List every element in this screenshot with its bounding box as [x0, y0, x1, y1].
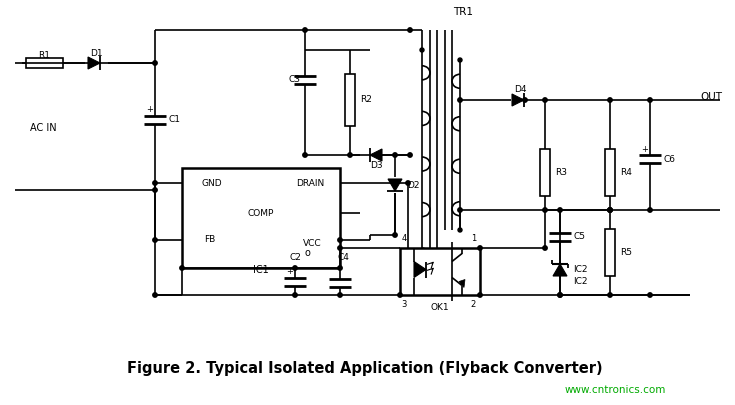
Circle shape — [558, 208, 562, 212]
Circle shape — [392, 233, 397, 237]
Text: R1: R1 — [38, 51, 51, 60]
Circle shape — [180, 266, 184, 270]
Circle shape — [408, 28, 412, 32]
Text: +: + — [287, 267, 293, 276]
Circle shape — [406, 181, 410, 185]
Circle shape — [392, 153, 397, 157]
Bar — [345, 74, 355, 126]
Text: IC2: IC2 — [573, 266, 587, 275]
Text: TR1: TR1 — [453, 7, 473, 17]
Text: 2: 2 — [470, 300, 476, 309]
Polygon shape — [88, 57, 100, 69]
Circle shape — [523, 98, 527, 102]
Circle shape — [348, 153, 352, 157]
Text: R2: R2 — [360, 96, 372, 104]
Circle shape — [543, 98, 547, 102]
Bar — [182, 168, 340, 268]
Circle shape — [303, 28, 307, 32]
Bar — [26, 58, 63, 68]
Text: www.cntronics.com: www.cntronics.com — [564, 385, 666, 395]
Circle shape — [458, 208, 462, 212]
Text: OK1: OK1 — [431, 303, 449, 312]
Text: OUT: OUT — [700, 92, 722, 102]
Circle shape — [478, 246, 482, 250]
Text: AC IN: AC IN — [30, 123, 57, 133]
Text: R4: R4 — [620, 168, 632, 177]
Polygon shape — [512, 94, 524, 106]
Text: 4: 4 — [401, 234, 406, 243]
Text: +: + — [146, 105, 154, 115]
Circle shape — [608, 208, 612, 212]
Text: +: + — [642, 145, 648, 153]
Circle shape — [420, 48, 424, 52]
Text: 1: 1 — [470, 234, 476, 243]
Text: D2: D2 — [407, 181, 420, 190]
Circle shape — [608, 208, 612, 212]
Bar — [400, 248, 480, 295]
Text: GND: GND — [201, 179, 222, 188]
Text: D4: D4 — [514, 85, 526, 94]
Text: 3: 3 — [401, 300, 406, 309]
Text: R5: R5 — [620, 248, 632, 257]
Polygon shape — [370, 149, 382, 161]
Circle shape — [338, 293, 343, 297]
Circle shape — [398, 293, 402, 297]
Circle shape — [648, 208, 652, 212]
Circle shape — [303, 153, 307, 157]
Text: VCC: VCC — [303, 239, 321, 247]
Circle shape — [648, 293, 652, 297]
Text: Figure 2. Typical Isolated Application (Flyback Converter): Figure 2. Typical Isolated Application (… — [127, 360, 603, 375]
Circle shape — [408, 153, 412, 157]
Polygon shape — [414, 262, 426, 277]
Text: C1: C1 — [169, 115, 181, 124]
Polygon shape — [388, 179, 402, 191]
Circle shape — [338, 238, 343, 242]
Circle shape — [153, 238, 157, 242]
Circle shape — [293, 293, 297, 297]
Circle shape — [153, 181, 157, 185]
Circle shape — [458, 98, 462, 102]
Circle shape — [458, 228, 462, 232]
Circle shape — [153, 188, 157, 192]
Circle shape — [293, 266, 297, 270]
Text: D1: D1 — [90, 49, 102, 58]
Text: IC2: IC2 — [573, 277, 587, 286]
Text: C3: C3 — [289, 75, 301, 85]
Text: R3: R3 — [555, 168, 567, 177]
Text: C4: C4 — [337, 254, 349, 262]
Circle shape — [608, 98, 612, 102]
Circle shape — [648, 98, 652, 102]
Text: COMP: COMP — [248, 209, 274, 217]
Circle shape — [478, 293, 482, 297]
Circle shape — [153, 293, 157, 297]
Bar — [605, 149, 615, 196]
Text: o: o — [304, 248, 310, 258]
Polygon shape — [553, 264, 567, 276]
Circle shape — [558, 293, 562, 297]
Text: C5: C5 — [574, 232, 586, 241]
Circle shape — [153, 61, 157, 65]
Text: C2: C2 — [289, 252, 301, 262]
Text: C6: C6 — [664, 154, 676, 164]
Text: DRAIN: DRAIN — [296, 179, 324, 188]
Polygon shape — [459, 279, 465, 288]
Circle shape — [543, 246, 547, 250]
Text: D3: D3 — [370, 160, 382, 170]
Text: IC1: IC1 — [253, 265, 269, 275]
Text: FB: FB — [204, 235, 215, 245]
Circle shape — [458, 58, 462, 62]
Circle shape — [338, 246, 343, 250]
Circle shape — [608, 208, 612, 212]
Bar — [605, 229, 615, 276]
Circle shape — [608, 293, 612, 297]
Bar — [540, 149, 550, 196]
Circle shape — [543, 208, 547, 212]
Circle shape — [338, 266, 343, 270]
Circle shape — [558, 293, 562, 297]
